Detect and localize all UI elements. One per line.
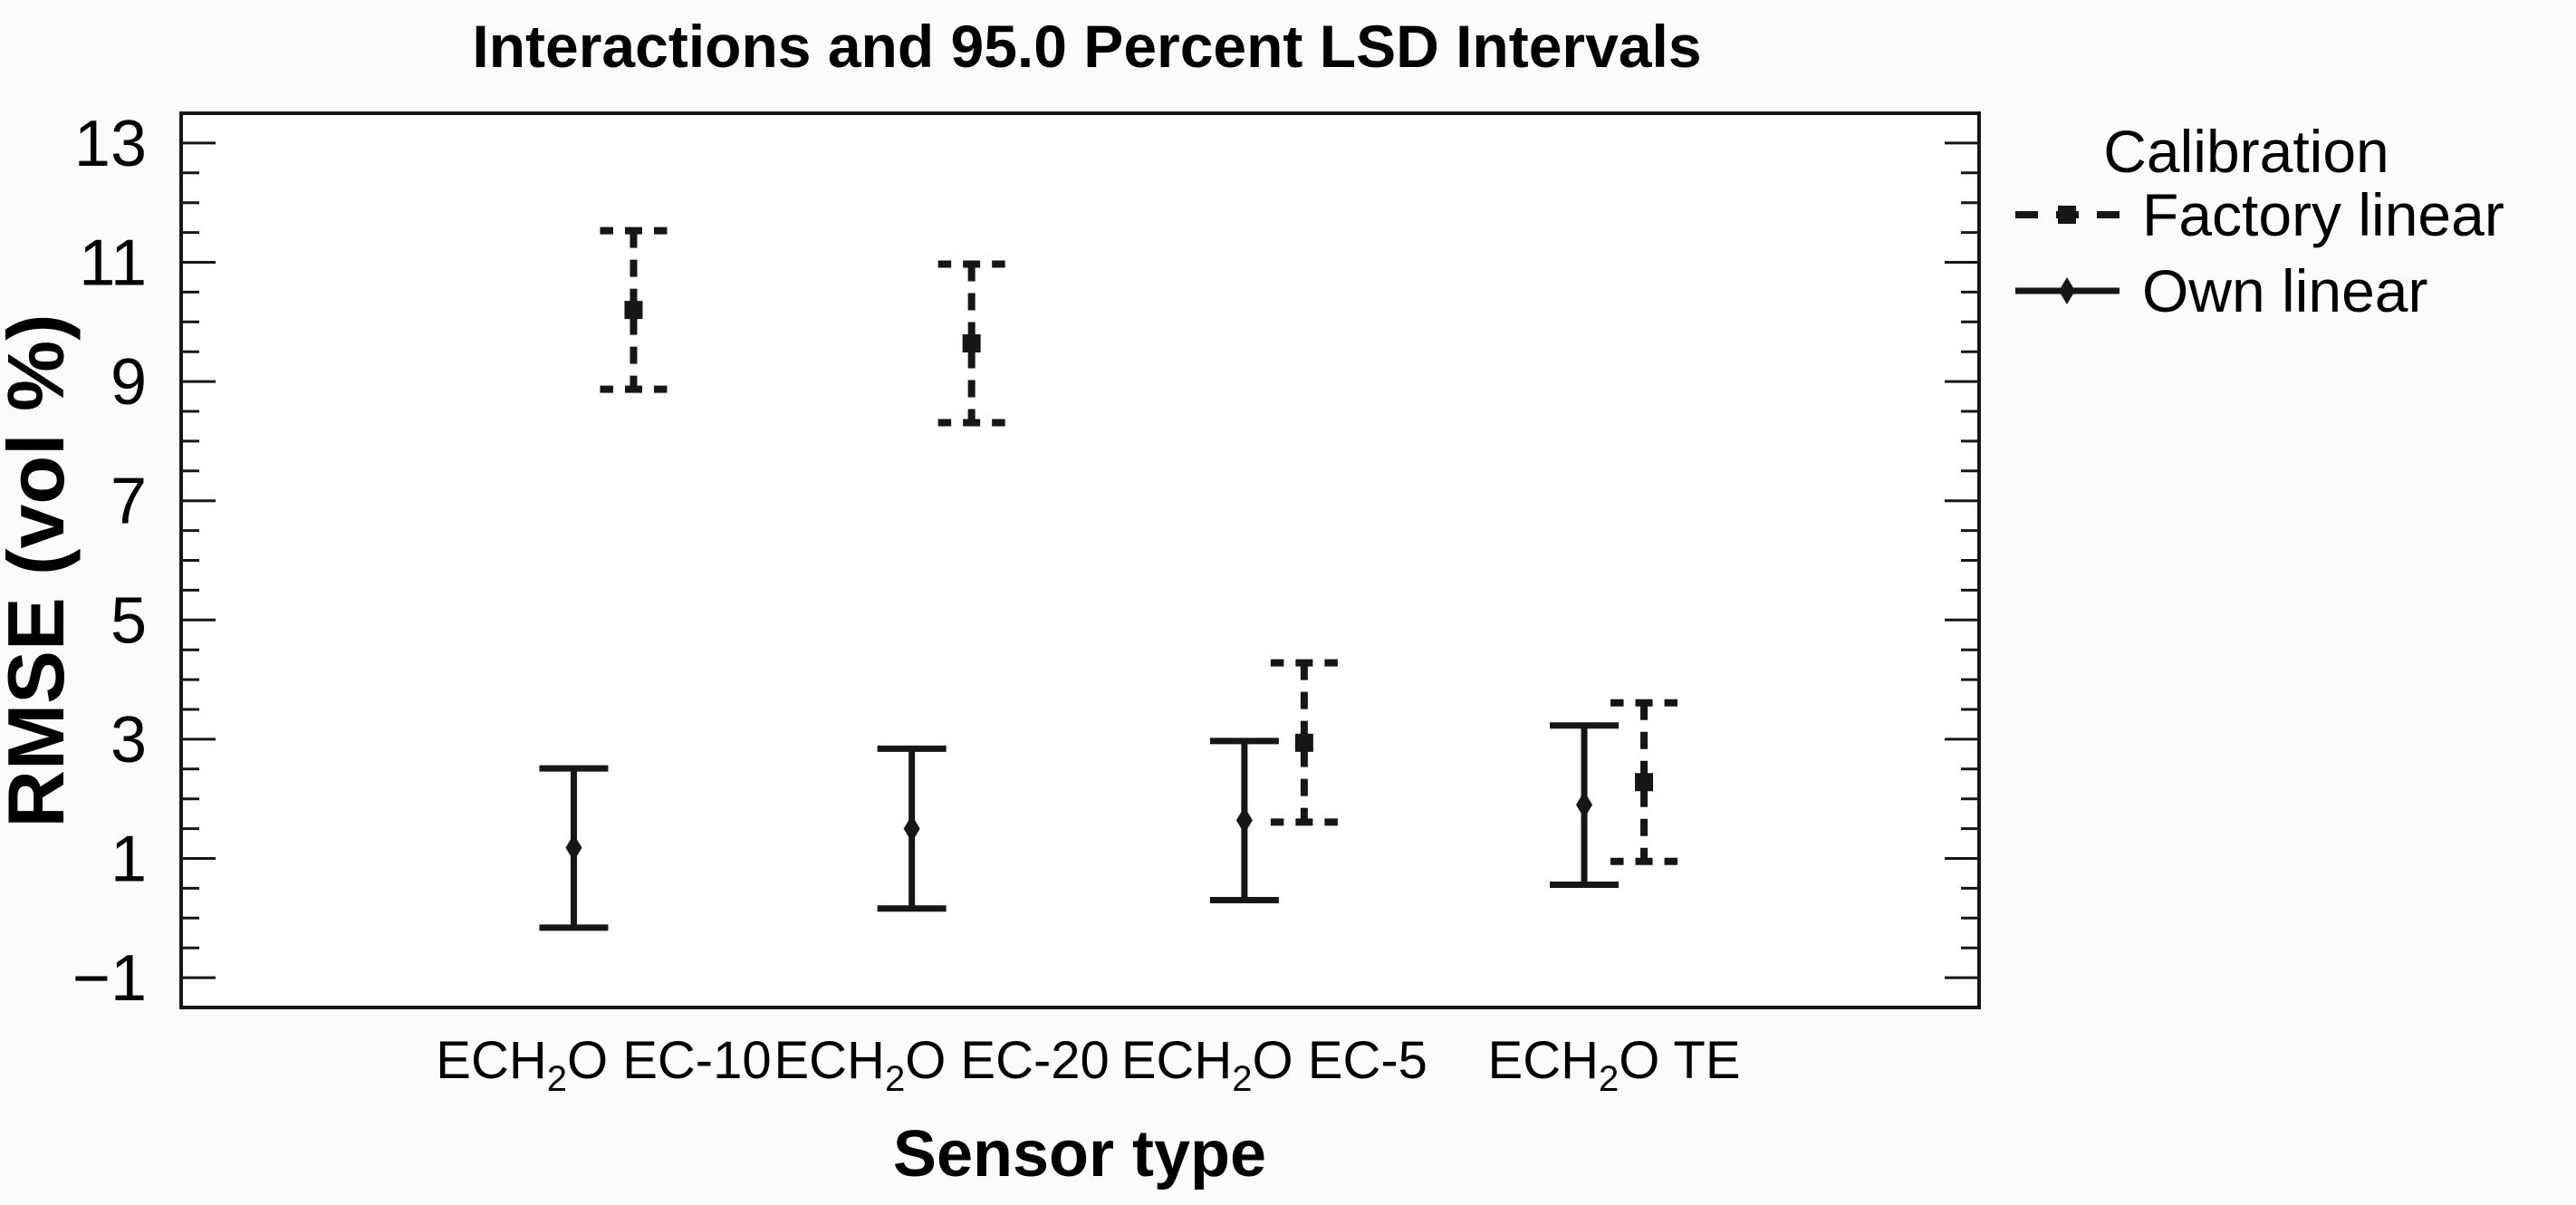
y-axis-title: RMSE (vol %) [0, 313, 81, 827]
category-label: ECH2O EC-5 [1121, 1031, 1427, 1099]
diamond-marker [1235, 806, 1253, 834]
x-category-labels: ECH2O EC-10 ECH2O EC-20 ECH2O EC-5 ECH2O TE [436, 1031, 1740, 1099]
mean-marker [962, 333, 981, 352]
diamond-marker [2059, 277, 2075, 304]
y-tick-label: 11 [79, 227, 147, 300]
square-marker [1294, 733, 1313, 752]
category-label: ECH2O EC-20 [774, 1031, 1109, 1099]
y-axis-ticks [181, 141, 1979, 979]
mean-marker [1235, 806, 1253, 834]
diamond-marker [1576, 791, 1593, 819]
legend-title: Calibration [2103, 118, 2389, 185]
square-marker [1635, 773, 1654, 792]
y-tick-label: 9 [111, 346, 147, 419]
legend-marker [2059, 277, 2075, 304]
legend-entry-label: Factory linear [2142, 181, 2504, 248]
chart-title: Interactions and 95.0 Percent LSD Interv… [472, 13, 1701, 80]
y-tick-label: 3 [111, 704, 147, 776]
series-factory-linear [600, 227, 1678, 865]
legend-entry-label: Own linear [2142, 257, 2427, 324]
mean-marker [1294, 733, 1313, 752]
mean-marker [565, 834, 582, 862]
square-marker [624, 301, 643, 320]
y-tick-label: −1 [72, 942, 147, 1015]
y-tick-label: 1 [111, 824, 147, 896]
diamond-marker [565, 834, 582, 862]
category-label: ECH2O TE [1488, 1031, 1741, 1099]
mean-marker [1635, 773, 1654, 792]
legend-marker [2058, 206, 2076, 224]
y-tick-label: 13 [74, 108, 147, 180]
mean-marker [1576, 791, 1593, 819]
x-axis-title: Sensor type [893, 1118, 1266, 1191]
mean-marker [903, 815, 920, 843]
category-label: ECH2O EC-10 [436, 1031, 771, 1099]
square-marker [2058, 206, 2076, 224]
diamond-marker [903, 815, 920, 843]
y-tick-label: 5 [111, 584, 147, 657]
plot-area [181, 113, 1979, 1007]
square-marker [962, 333, 981, 352]
plot-frame [179, 111, 1981, 1009]
series-own-linear [539, 722, 1620, 931]
y-tick-label: 7 [111, 466, 147, 538]
mean-marker [624, 301, 643, 320]
y-tick-labels: 13 11 9 7 5 3 1 −1 [72, 108, 147, 1015]
